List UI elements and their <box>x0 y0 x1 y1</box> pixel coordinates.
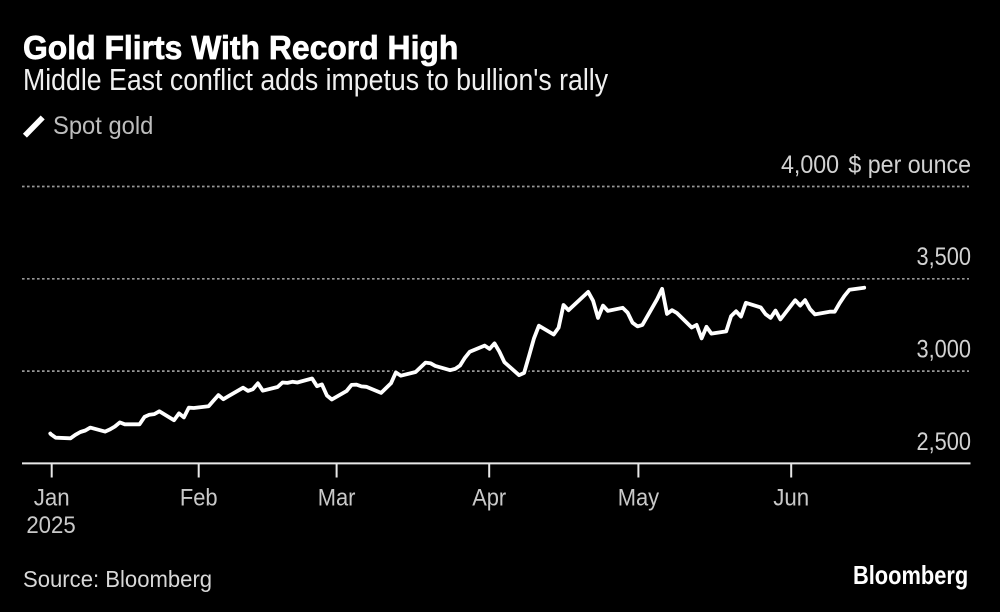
svg-text:Jan: Jan <box>34 485 70 512</box>
svg-text:4,000 $ per ounce: 4,000 $ per ounce <box>781 151 971 179</box>
svg-text:May: May <box>618 485 659 512</box>
svg-text:Apr: Apr <box>472 485 506 512</box>
svg-text:Feb: Feb <box>180 485 218 512</box>
svg-text:2025: 2025 <box>26 512 75 539</box>
svg-text:2,500: 2,500 <box>917 428 972 456</box>
svg-text:Jun: Jun <box>773 485 809 512</box>
svg-text:3,000: 3,000 <box>917 336 972 364</box>
svg-text:Mar: Mar <box>318 485 356 512</box>
svg-text:3,500: 3,500 <box>917 243 972 271</box>
